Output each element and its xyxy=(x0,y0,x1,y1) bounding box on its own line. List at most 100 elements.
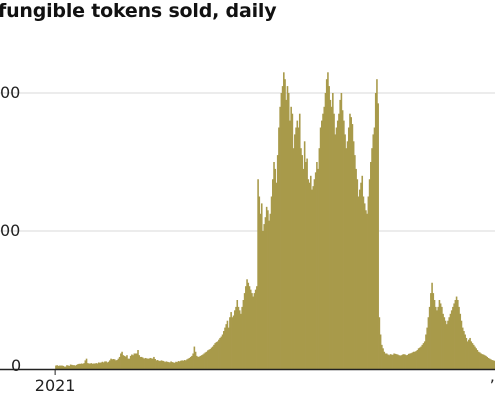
chart-title: fungible tokens sold, daily xyxy=(0,0,277,22)
bar xyxy=(56,365,58,369)
bar xyxy=(453,303,455,369)
bar xyxy=(441,306,443,369)
bar xyxy=(187,358,190,369)
bar xyxy=(263,224,265,369)
bar xyxy=(95,363,98,369)
bar xyxy=(350,117,352,370)
bar xyxy=(100,362,103,369)
bar xyxy=(368,179,371,369)
bar xyxy=(265,206,268,369)
bar xyxy=(181,360,183,370)
bar xyxy=(354,155,356,369)
bar xyxy=(367,196,370,369)
bar xyxy=(463,331,465,369)
bar xyxy=(485,355,487,369)
bar xyxy=(234,310,236,369)
bar xyxy=(193,346,196,369)
bar xyxy=(149,357,152,369)
bar xyxy=(399,355,402,369)
bar xyxy=(219,337,221,369)
bar xyxy=(173,362,176,369)
bar xyxy=(126,355,128,369)
bar xyxy=(450,310,453,369)
bar xyxy=(197,356,199,369)
bar xyxy=(289,120,291,369)
bar xyxy=(394,353,397,369)
bar xyxy=(89,363,92,369)
bar xyxy=(357,196,360,369)
bar xyxy=(278,127,280,369)
bar xyxy=(231,317,234,369)
bar xyxy=(245,286,247,369)
bar xyxy=(113,359,116,369)
bar xyxy=(127,358,129,369)
bar xyxy=(409,353,411,369)
bar xyxy=(84,360,87,370)
bar xyxy=(225,324,228,369)
bar xyxy=(459,313,462,369)
bar xyxy=(460,320,463,369)
bar xyxy=(155,360,158,370)
bar xyxy=(236,300,239,369)
bar xyxy=(220,336,223,369)
bar xyxy=(291,113,294,369)
bar xyxy=(143,358,145,369)
bar xyxy=(128,358,131,369)
bar xyxy=(372,134,375,369)
bar xyxy=(470,341,473,369)
bar xyxy=(252,296,254,369)
bar xyxy=(410,353,413,369)
bar xyxy=(333,113,335,369)
bar xyxy=(438,300,441,369)
bar xyxy=(72,365,74,369)
bar xyxy=(389,354,392,369)
bar xyxy=(432,293,435,369)
bar xyxy=(215,342,218,369)
bar xyxy=(321,120,323,369)
bar xyxy=(295,127,297,369)
x-tick-labels: 2021 ’22 xyxy=(35,376,495,395)
bar xyxy=(469,337,471,369)
bar xyxy=(284,79,286,369)
bar xyxy=(374,93,377,369)
x-tick-label-0: 2021 xyxy=(35,376,76,395)
bar xyxy=(57,365,60,369)
bar xyxy=(415,351,417,369)
bar xyxy=(120,353,122,369)
bar xyxy=(358,189,361,369)
bar xyxy=(314,172,317,369)
bar xyxy=(222,331,225,369)
bar xyxy=(388,355,390,369)
bar xyxy=(105,361,107,369)
bar xyxy=(147,358,149,369)
bar xyxy=(189,356,192,369)
bar xyxy=(274,168,277,369)
bar xyxy=(392,354,394,369)
bar xyxy=(61,365,63,369)
bar xyxy=(171,362,174,369)
bar xyxy=(332,93,334,369)
bar xyxy=(60,365,62,369)
bar xyxy=(205,351,208,369)
bar xyxy=(334,134,337,369)
y-tick-label-1: 00 xyxy=(0,221,20,240)
bar xyxy=(346,141,349,369)
bar xyxy=(63,366,66,369)
bar xyxy=(83,363,85,369)
bar xyxy=(383,351,386,369)
bar xyxy=(300,148,302,369)
bar xyxy=(461,327,464,369)
bar xyxy=(158,360,160,369)
bar xyxy=(160,360,163,370)
bar xyxy=(476,350,479,369)
bar xyxy=(253,293,256,369)
bar xyxy=(363,203,366,369)
bar xyxy=(117,358,120,369)
bar xyxy=(303,141,306,369)
bar xyxy=(414,351,416,369)
bar xyxy=(267,210,269,369)
bar xyxy=(58,365,61,369)
bar xyxy=(385,353,388,369)
bar xyxy=(297,127,300,369)
bar xyxy=(247,282,250,369)
